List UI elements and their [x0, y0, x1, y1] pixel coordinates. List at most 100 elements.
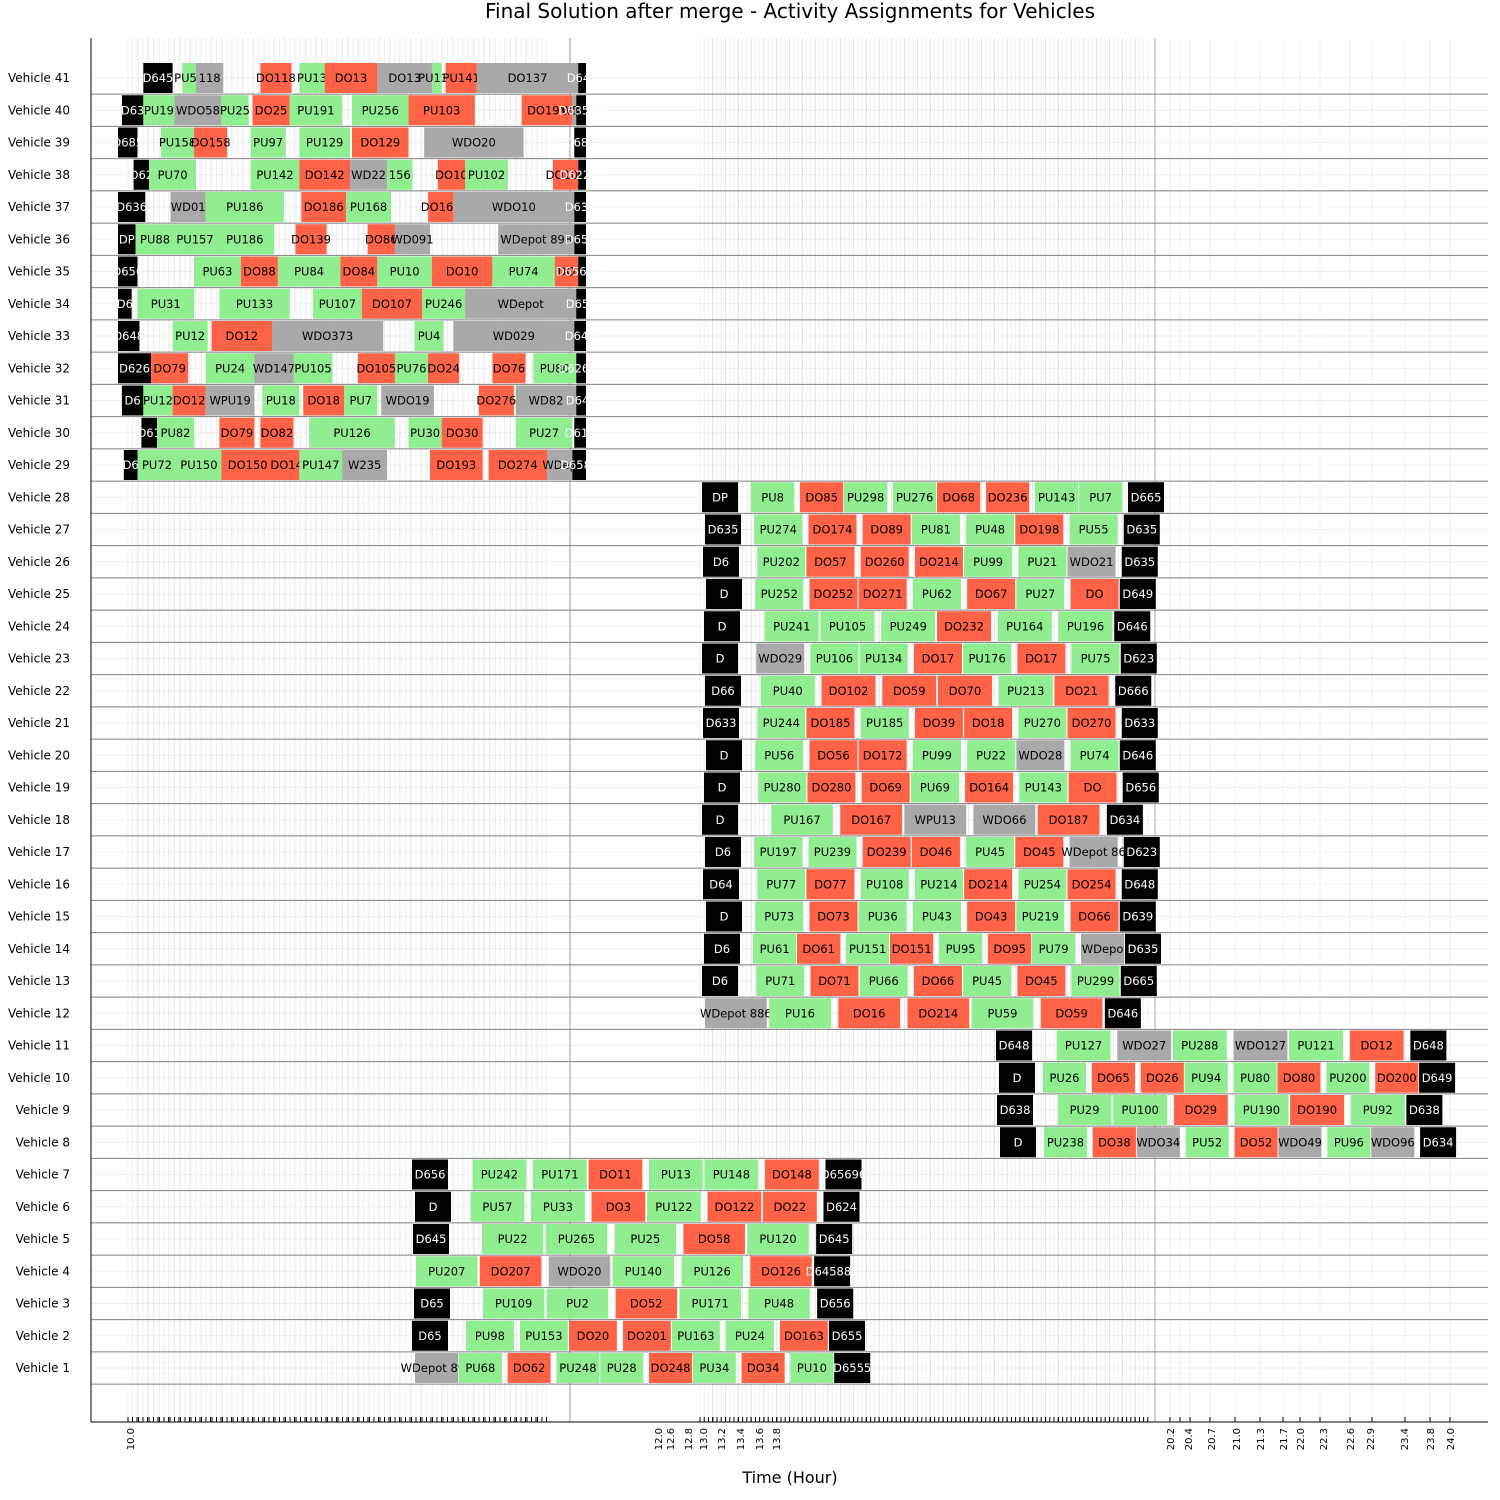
task-bar	[412, 1159, 448, 1190]
task-label: DO105	[356, 361, 396, 375]
task-bar	[1068, 772, 1117, 803]
task-label: WDO19	[386, 394, 430, 408]
x-tick-label: 13.6	[755, 1428, 766, 1450]
task-label: WDO127	[1235, 1039, 1286, 1053]
task-bar	[121, 385, 144, 416]
task-label: PU151	[849, 942, 886, 956]
task-label: WDO21	[1070, 555, 1114, 569]
task-label: D635	[1128, 942, 1159, 956]
task-label: DO248	[651, 1361, 691, 1375]
task-bar	[705, 837, 741, 867]
task-label: WDepot 895	[401, 1361, 473, 1375]
task-label: PU61	[760, 942, 790, 956]
task-label: PU163	[677, 1329, 714, 1343]
task-bar	[344, 385, 378, 416]
task-bar	[755, 579, 804, 609]
task-bar	[751, 482, 795, 513]
task-bar	[465, 288, 577, 319]
task-bar	[757, 869, 806, 900]
task-bar	[350, 159, 388, 190]
task-label: PU59	[987, 1006, 1017, 1020]
task-bar	[1140, 1062, 1184, 1093]
task-bar	[1091, 1062, 1135, 1093]
task-bar	[416, 1256, 478, 1287]
task-bar	[914, 708, 963, 738]
task-bar	[702, 482, 738, 513]
task-label: DO38	[1098, 1135, 1131, 1149]
task-bar	[453, 321, 575, 351]
task-label: WD147	[253, 361, 295, 375]
task-label: D649	[566, 394, 597, 408]
task-label: D635	[708, 523, 739, 537]
task-bar	[441, 417, 483, 448]
task-label: WDO27	[1122, 1039, 1166, 1053]
y-tick-label: Vehicle 14	[8, 942, 70, 956]
task-bar	[1234, 1127, 1278, 1158]
task-bar	[999, 1062, 1035, 1093]
task-label: PU122	[655, 1200, 692, 1214]
task-bar	[174, 224, 216, 255]
task-bar	[591, 1191, 646, 1222]
task-bar	[531, 1191, 585, 1222]
task-label: DO102	[546, 168, 586, 182]
task-bar	[681, 1256, 743, 1287]
task-bar	[313, 288, 362, 319]
task-bar	[614, 1224, 677, 1254]
task-label: PU105	[294, 361, 331, 375]
task-bar	[572, 450, 586, 480]
y-tick-label: Vehicle 10	[8, 1071, 70, 1085]
task-label: PU143	[1025, 781, 1062, 795]
task-bar	[809, 901, 858, 932]
task-bar	[303, 385, 345, 416]
task-bar	[1000, 1127, 1036, 1158]
task-label: WD029	[493, 329, 535, 343]
task-bar	[808, 514, 857, 545]
task-bar	[194, 127, 228, 158]
task-label: WDO29	[758, 652, 802, 666]
task-label: DO193	[436, 458, 476, 472]
task-label: PU96	[1334, 1135, 1364, 1149]
task-label: PU29	[1070, 1103, 1100, 1117]
task-label: WDepot	[498, 297, 545, 311]
task-bar	[118, 127, 138, 158]
task-bar	[1018, 869, 1067, 900]
task-bar	[578, 63, 586, 93]
task-label: D	[716, 652, 725, 666]
x-tick-label: 22.9	[1366, 1428, 1377, 1450]
task-bar	[844, 482, 888, 513]
task-bar	[1067, 708, 1116, 738]
task-label: PU8	[761, 490, 784, 504]
task-label: D623	[1123, 652, 1154, 666]
task-label: WD01	[171, 200, 206, 214]
task-label: DO13	[335, 71, 368, 85]
task-label: DO17	[922, 652, 955, 666]
task-label: DO30	[446, 426, 479, 440]
task-bar	[250, 159, 300, 190]
y-tick-label: Vehicle 28	[8, 490, 70, 504]
task-bar	[829, 1320, 865, 1351]
task-label: D6	[117, 297, 133, 311]
task-label: PU288	[1181, 1039, 1218, 1053]
task-label: D	[718, 619, 727, 633]
y-tick-label: Vehicle 36	[8, 232, 70, 246]
task-label: PU30	[410, 426, 440, 440]
task-label: PU100	[1122, 1103, 1159, 1117]
task-label: WDep	[542, 458, 577, 472]
task-bar	[1032, 933, 1076, 964]
task-bar	[890, 933, 934, 964]
task-bar	[881, 611, 936, 642]
task-bar	[1071, 643, 1120, 674]
task-bar	[755, 740, 804, 771]
task-label: PU265	[558, 1232, 595, 1246]
task-label: PU219	[1022, 910, 1059, 924]
task-bar	[1289, 1030, 1344, 1061]
task-bar	[800, 482, 844, 513]
task-label: DO164	[969, 781, 1009, 795]
task-label: WDO20	[452, 136, 496, 150]
task-bar	[623, 1320, 671, 1351]
y-tick-label: Vehicle 41	[8, 71, 70, 85]
task-bar	[533, 1159, 587, 1190]
task-bar	[176, 450, 222, 480]
task-label: PU106	[816, 652, 853, 666]
